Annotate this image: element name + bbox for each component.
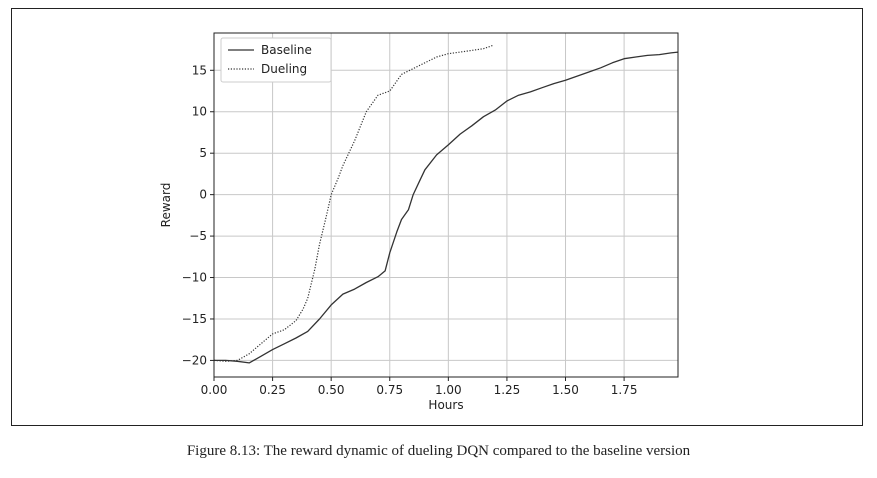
reward-chart: 0.00 0.25 0.50 0.75 1.00 1.25 1.50 1.75 −20 −15 −1…	[159, 32, 679, 412]
x-tick-label: 1.50	[552, 383, 579, 397]
x-tick-label: 1.00	[435, 383, 462, 397]
legend-label-dueling: Dueling	[261, 62, 307, 76]
y-tick-label: 15	[192, 63, 207, 77]
y-tick-label: 10	[192, 105, 207, 119]
grid-lines	[213, 33, 678, 377]
y-tick-label: −10	[182, 271, 207, 285]
x-tick-label: 0.25	[259, 383, 286, 397]
axis-ticks: 0.00 0.25 0.50 0.75 1.00 1.25 1.50 1.75 −20 −15 −1…	[182, 63, 638, 397]
y-tick-label: 0	[199, 188, 207, 202]
legend-label-baseline: Baseline	[261, 43, 312, 57]
x-tick-label: 1.25	[494, 383, 521, 397]
y-axis-label: Reward	[159, 183, 173, 228]
x-tick-label: 0.00	[201, 383, 228, 397]
x-tick-label: 0.50	[318, 383, 345, 397]
legend-box	[220, 37, 332, 83]
x-tick-label: 1.75	[611, 383, 638, 397]
y-tick-label: −20	[182, 353, 207, 367]
plot-area-border	[213, 32, 679, 378]
y-tick-label: −15	[182, 312, 207, 326]
figure-caption: Figure 8.13: The reward dynamic of dueli…	[186, 443, 691, 459]
series-layer	[213, 44, 679, 364]
y-tick-label: −5	[189, 229, 207, 243]
figure-frame	[11, 8, 863, 426]
x-tick-label: 0.75	[376, 383, 403, 397]
legend: Baseline Dueling	[220, 37, 332, 83]
y-tick-label: 5	[199, 146, 207, 160]
series-line-baseline	[214, 51, 679, 364]
x-axis-label: Hours	[428, 398, 463, 412]
series-line-dueling	[213, 44, 494, 362]
